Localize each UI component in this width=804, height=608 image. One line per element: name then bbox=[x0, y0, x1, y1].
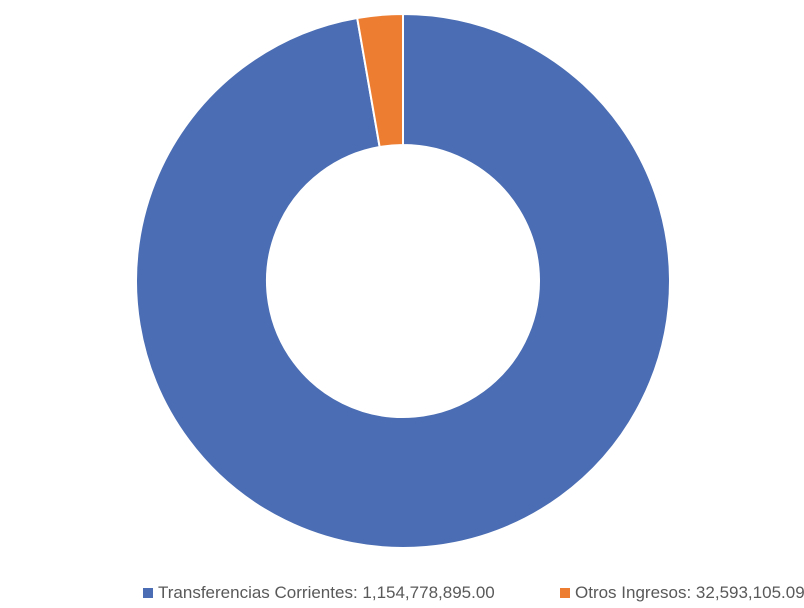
legend-label-otros-ingresos: Otros Ingresos: 32,593,105.09 bbox=[575, 583, 804, 602]
legend-label-transferencias-corrientes: Transferencias Corrientes: 1,154,778,895… bbox=[158, 583, 495, 602]
donut-slices bbox=[135, 12, 671, 549]
donut-chart-canvas bbox=[135, 12, 671, 549]
legend-swatch-transferencias-corrientes bbox=[143, 588, 153, 598]
legend-swatch-otros-ingresos bbox=[560, 588, 570, 598]
legend-item-otros-ingresos[interactable]: Otros Ingresos: 32,593,105.09 bbox=[560, 583, 804, 603]
legend-item-transferencias-corrientes[interactable]: Transferencias Corrientes: 1,154,778,895… bbox=[143, 583, 495, 603]
donut-slice-otros-ingresos[interactable] bbox=[356, 12, 404, 149]
chart-legend: Transferencias Corrientes: 1,154,778,895… bbox=[0, 575, 804, 603]
donut-slice-transferencias-corrientes[interactable] bbox=[135, 12, 671, 549]
